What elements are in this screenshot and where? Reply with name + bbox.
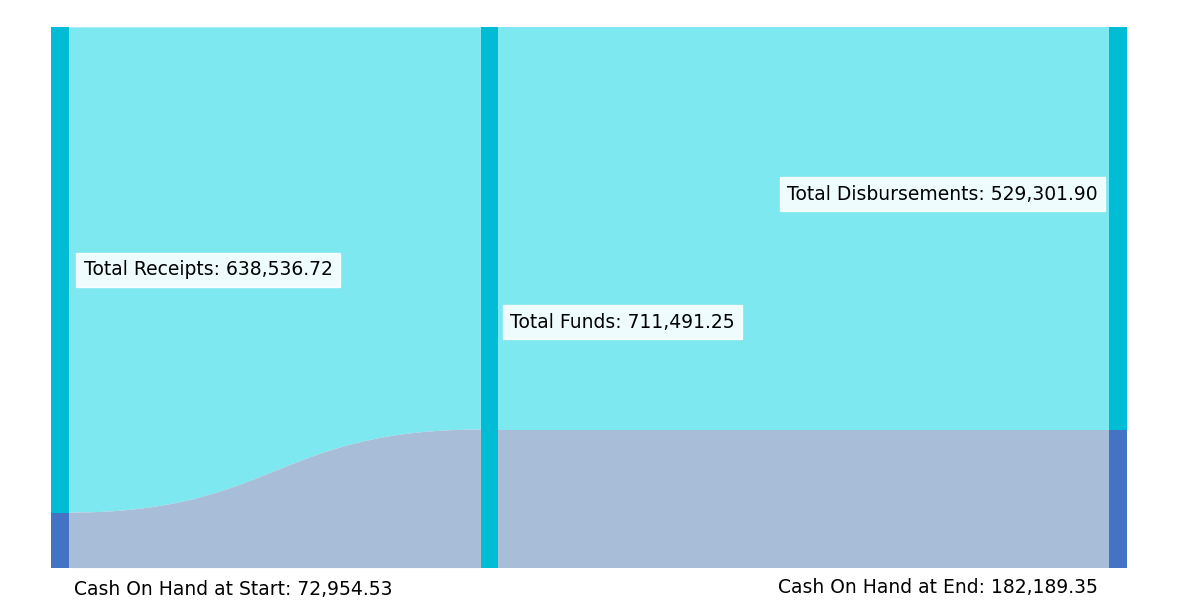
Polygon shape	[70, 28, 481, 512]
Text: Cash On Hand at Start: 72,954.53: Cash On Hand at Start: 72,954.53	[74, 580, 392, 599]
Polygon shape	[498, 28, 1110, 430]
Text: Total Disbursements: 529,301.90: Total Disbursements: 529,301.90	[787, 185, 1098, 204]
Polygon shape	[498, 430, 1110, 568]
Text: Total Funds: 711,491.25: Total Funds: 711,491.25	[510, 313, 734, 332]
Polygon shape	[70, 430, 481, 568]
Text: Cash On Hand at End: 182,189.35: Cash On Hand at End: 182,189.35	[778, 578, 1098, 597]
Text: Total Receipts: 638,536.72: Total Receipts: 638,536.72	[84, 260, 332, 280]
